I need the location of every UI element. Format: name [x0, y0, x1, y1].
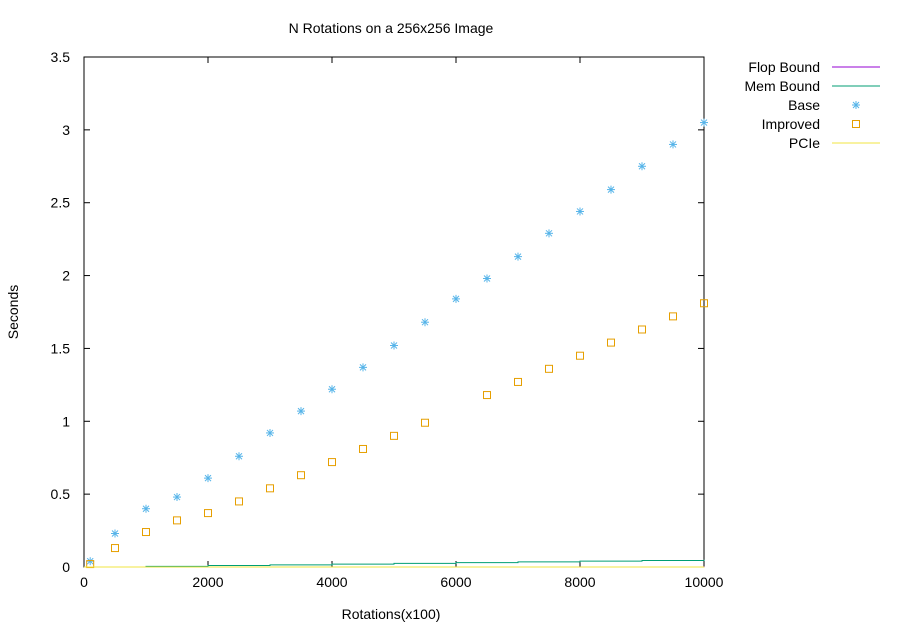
data-point-improved [545, 364, 553, 373]
series-base [86, 118, 708, 566]
data-point-base [545, 229, 553, 238]
y-tick-label: 0.5 [51, 486, 71, 502]
legend-label: Mem Bound [745, 78, 820, 94]
data-point-base [514, 252, 522, 261]
data-point-base [452, 294, 460, 303]
x-tick-label: 4000 [316, 574, 347, 590]
data-point-improved [111, 544, 119, 553]
data-point-base [421, 318, 429, 327]
data-point-improved [173, 516, 181, 525]
y-tick-label: 3.5 [51, 49, 71, 65]
data-point-base [266, 428, 274, 437]
data-point-improved [483, 391, 491, 400]
data-point-base [576, 207, 584, 216]
y-tick-label: 2.5 [51, 195, 71, 211]
y-axis: 0 0.5 1 1.5 2 2.5 3 3.5 [51, 49, 704, 575]
x-axis-label: Rotations(x100) [342, 606, 441, 622]
data-point-improved [142, 528, 150, 537]
data-point-improved [700, 299, 708, 308]
data-point-base [483, 274, 491, 283]
data-point-improved [390, 431, 398, 440]
series-mem-bound [84, 559, 705, 568]
data-point-base [142, 504, 150, 513]
y-tick-label: 1 [62, 413, 70, 429]
data-point-improved [576, 351, 584, 360]
data-point-improved [204, 509, 212, 518]
legend-swatch [852, 120, 860, 128]
data-point-improved [638, 325, 646, 334]
legend-label: PCIe [789, 135, 820, 151]
data-point-base [607, 185, 615, 194]
data-point-base [111, 529, 119, 538]
legend-item-pcie: PCIe [789, 135, 880, 151]
data-point-improved [359, 444, 367, 453]
legend-item-improved: Improved [762, 116, 860, 132]
data-point-base [173, 493, 181, 502]
y-tick-label: 0 [62, 559, 70, 575]
y-tick-label: 2 [62, 268, 70, 284]
series-improved [86, 299, 708, 569]
data-point-base [328, 385, 336, 394]
data-point-base [235, 452, 243, 461]
chart-title: N Rotations on a 256x256 Image [289, 20, 494, 36]
legend-item-base: Base [788, 97, 860, 113]
series-line-mem-bound [84, 559, 705, 568]
plot-frame [83, 56, 705, 568]
legend-label: Base [788, 97, 820, 113]
x-tick-label: 6000 [440, 574, 471, 590]
series-layer [84, 118, 708, 569]
legend: Flop Bound Mem Bound Base Improved PCIe [745, 59, 880, 151]
y-tick-label: 1.5 [51, 340, 71, 356]
legend-label: Improved [762, 116, 820, 132]
legend-item-mem-bound: Mem Bound [745, 78, 880, 94]
data-point-base [390, 341, 398, 350]
data-point-base [700, 118, 708, 127]
x-tick-label: 8000 [564, 574, 595, 590]
data-point-improved [607, 338, 615, 347]
data-point-base [204, 474, 212, 483]
data-point-improved [514, 377, 522, 386]
data-point-improved [669, 312, 677, 321]
data-point-base [297, 407, 305, 416]
y-tick-label: 3 [62, 122, 70, 138]
data-point-base [359, 363, 367, 372]
y-axis-label: Seconds [5, 285, 21, 339]
data-point-base [638, 162, 646, 171]
data-point-improved [235, 497, 243, 506]
legend-label: Flop Bound [748, 59, 820, 75]
x-tick-label: 2000 [192, 574, 223, 590]
data-point-improved [328, 458, 336, 467]
legend-swatch [852, 101, 860, 109]
data-point-improved [266, 484, 274, 493]
x-tick-label: 10000 [685, 574, 724, 590]
data-point-improved [86, 560, 95, 569]
data-point-base [669, 140, 677, 149]
x-tick-label: 0 [80, 574, 88, 590]
data-point-improved [421, 418, 429, 427]
data-point-base [86, 557, 95, 566]
legend-item-flop-bound: Flop Bound [748, 59, 880, 75]
x-axis: 0 2000 4000 6000 8000 10000 [80, 57, 724, 590]
data-point-improved [297, 471, 305, 480]
